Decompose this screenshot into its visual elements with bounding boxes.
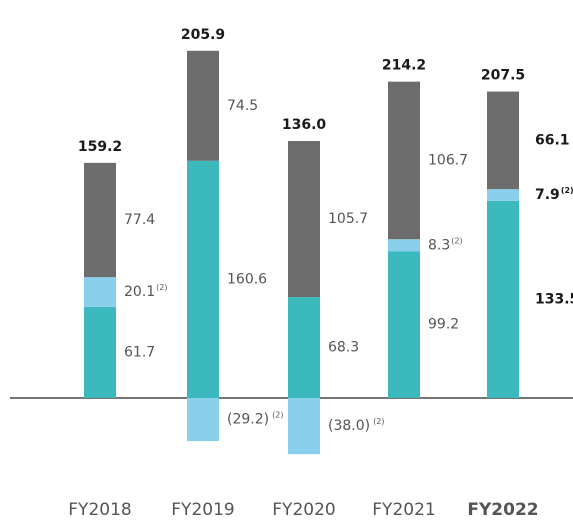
bar-segment (84, 277, 116, 307)
footnote-mark: (2) (561, 185, 573, 194)
data-label: 68.3 (328, 340, 359, 356)
data-label: 99.2 (428, 317, 459, 333)
data-label: 66.1 (535, 132, 570, 148)
bar-segment (388, 239, 420, 252)
data-label: 160.6 (227, 271, 267, 287)
bar-segment (388, 251, 420, 398)
data-label: (29.2) (2) (227, 410, 283, 428)
bar-segment (187, 397, 219, 442)
data-label-text: 160.6 (227, 271, 267, 287)
data-label-text: 133.5 (535, 291, 573, 307)
bar-segment (487, 200, 519, 398)
footnote-mark: (2) (156, 283, 167, 292)
data-label: 8.3(2) (428, 236, 463, 254)
data-label: 77.4 (124, 212, 155, 228)
data-label: 61.7 (124, 344, 155, 360)
bar-segment (288, 297, 320, 398)
data-label: 105.7 (328, 211, 368, 227)
footnote-mark: (2) (373, 417, 384, 426)
bar-segment (388, 81, 420, 240)
data-label-text: 106.7 (428, 152, 468, 168)
data-label-text: 77.4 (124, 212, 155, 228)
bar-segment (84, 306, 116, 398)
data-label-text: 7.9 (535, 187, 560, 203)
total-label: 207.5 (481, 68, 525, 84)
bar-segment (84, 162, 116, 278)
x-tick-label: FY2021 (372, 500, 435, 520)
x-tick-label: FY2022 (467, 500, 538, 520)
data-label: 106.7 (428, 152, 468, 168)
data-label-text: (38.0) (328, 418, 370, 434)
bar-segment (288, 141, 320, 298)
data-label: (38.0) (2) (328, 417, 384, 435)
data-label-text: 61.7 (124, 344, 155, 360)
data-label: 20.1(2) (124, 283, 168, 301)
bar-segment (288, 397, 320, 455)
footnote-mark: (2) (451, 236, 462, 245)
bar-segment (187, 50, 219, 161)
data-label-text: 74.5 (227, 98, 258, 114)
data-label-text: 99.2 (428, 317, 459, 333)
data-label-text: 105.7 (328, 211, 368, 227)
footnote-mark: (2) (272, 410, 283, 419)
bar-segment (487, 91, 519, 190)
total-label: 136.0 (282, 117, 327, 133)
data-label: 133.5 (535, 291, 573, 307)
data-label: 7.9(2) (535, 185, 573, 203)
data-label-text: 66.1 (535, 132, 570, 148)
total-label: 159.2 (78, 139, 122, 155)
data-label: 74.5 (227, 98, 258, 114)
data-label-text: 8.3 (428, 237, 450, 253)
x-tick-label: FY2020 (272, 500, 335, 520)
x-tick-label: FY2019 (171, 500, 234, 520)
bar-segment (187, 160, 219, 398)
bar-segment (487, 189, 519, 201)
data-label-text: 20.1 (124, 284, 155, 300)
total-label: 214.2 (382, 58, 426, 74)
data-label-text: (29.2) (227, 412, 269, 428)
x-tick-label: FY2018 (68, 500, 131, 520)
data-label-text: 68.3 (328, 340, 359, 356)
total-label: 205.9 (181, 27, 225, 43)
